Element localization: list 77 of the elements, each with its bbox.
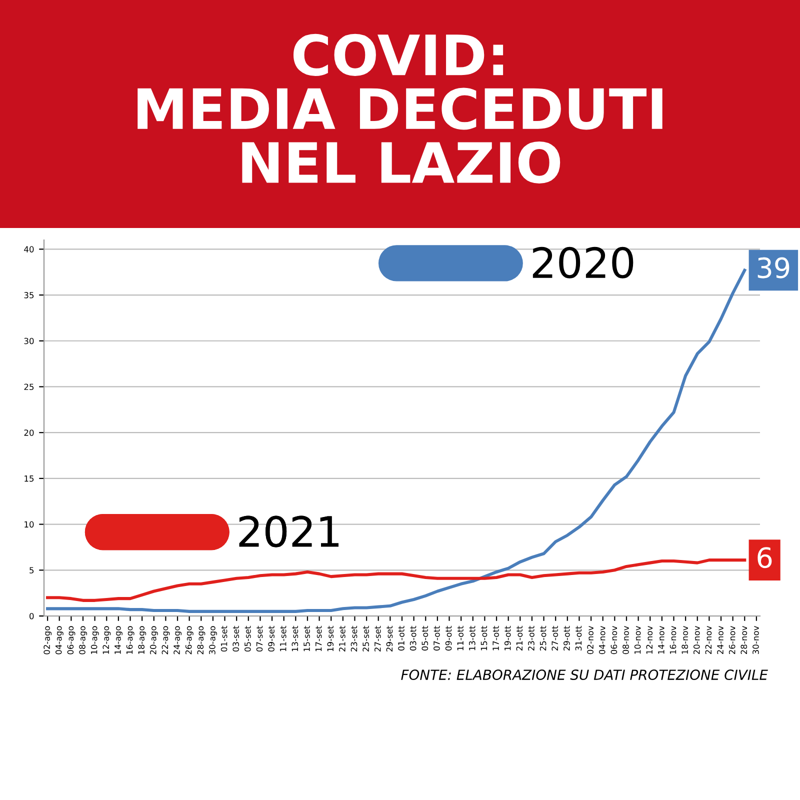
x-tick-label: 18-ago [138,626,146,654]
legend-label: 2021 [239,516,339,548]
x-tick-label: 26-ago [185,626,194,654]
x-tick-label: 03-ott [410,626,416,651]
x-tick-label: 04-nov [598,626,606,654]
x-tick-label: 29-set [386,626,393,652]
x-tick-label: 21-ott [516,626,523,651]
x-tick-label: 21-set [339,626,346,652]
x-tick-label: 12-nov [646,626,653,654]
x-tick-label: 10-nov [634,626,641,654]
x-tick-label: 18-nov [682,626,688,654]
line-series [46,558,746,602]
x-tick-label: 15-ott [480,626,488,650]
x-tick-label: 20-ago [150,626,158,654]
x-tick-label: 19-ott [504,626,511,650]
x-tick-label: 23-ott [528,626,534,651]
x-tick-label: 28-ago [197,626,206,654]
legend-label: 2020 [532,246,634,278]
x-tick-label: 23-set [350,626,358,652]
x-tick-label: 24-nov [717,626,724,654]
x-tick-label: 27-ott [552,626,558,651]
x-tick-label: 02-ago [44,626,52,654]
y-tick-label: 5 [30,567,34,574]
x-tick-label: 15-set [304,626,310,652]
chart-title: COVID: MEDIA DECEDUTI NEL LAZIO [138,34,662,184]
x-tick-label: 27-set [374,626,381,652]
x-tick-label: 22-nov [705,626,712,654]
y-tick-label: 35 [24,292,34,298]
x-tick-label: 01-set [220,626,228,652]
x-tick-label: 25-ott [540,626,546,651]
x-tick-label: 06-nov [610,626,618,654]
x-tick-label: 16-ago [126,626,134,654]
x-tick-label: 31-ott [575,626,582,650]
x-tick-label: 13-set [292,626,298,652]
y-tick-label: 15 [24,476,34,482]
x-tick-label: 11-set [280,626,286,652]
x-tick-label: 05-ott [422,626,428,651]
x-tick-label: 12-ago [102,626,111,654]
x-tick-label: 25-set [362,626,369,652]
x-tick-label: 26-nov [728,626,736,654]
x-tick-label: 07-set [256,626,263,652]
x-tick-label: 05-set [244,626,251,652]
x-tick-label: 08-ago [79,626,88,654]
x-tick-label: 17-set [316,626,322,652]
x-tick-label: 08-nov [622,626,629,654]
x-tick-label: 06-ago [67,626,76,654]
y-tick-label: 10 [24,521,34,528]
y-tick-label: 30 [24,338,34,344]
x-tick-label: 10-ago [90,626,99,654]
x-tick-label: 22-ago [162,626,170,654]
y-tick-label: 25 [24,384,34,390]
annotation: 39 [758,257,790,278]
y-tick-label: 40 [24,246,34,252]
x-tick-label: 09-ott [445,626,452,651]
x-tick-label: 02-nov [587,626,594,654]
x-tick-label: 20-nov [693,626,700,654]
x-tick-label: 24-ago [174,626,182,654]
x-tick-label: 11-ott [457,626,464,650]
x-tick-label: 04-ago [55,626,64,654]
x-tick-label: 14-nov [658,626,664,654]
x-tick-label: 28-nov [740,626,748,654]
source-note: FONTE: ELABORAZIONE SU DATI PROTEZIONE CIVILE [401,670,768,680]
x-tick-label: 30-nov [752,626,759,654]
y-tick-label: 20 [24,430,34,436]
annotation: 6 [758,547,772,568]
x-tick-label: 30-ago [209,626,217,654]
x-tick-label: 07-ott [434,626,440,651]
x-tick-label: 13-ott [469,626,476,650]
y-tick-label: 0 [30,612,34,620]
x-tick-label: 01-ott [398,626,404,651]
x-tick-label: 03-set [232,626,240,652]
x-tick-label: 19-set [327,626,334,652]
x-tick-label: 09-set [268,626,274,652]
x-tick-label: 29-ott [564,626,570,651]
x-tick-label: 16-nov [670,626,676,654]
x-tick-label: 17-ott [492,626,499,650]
x-tick-label: 14-ago [114,626,122,654]
